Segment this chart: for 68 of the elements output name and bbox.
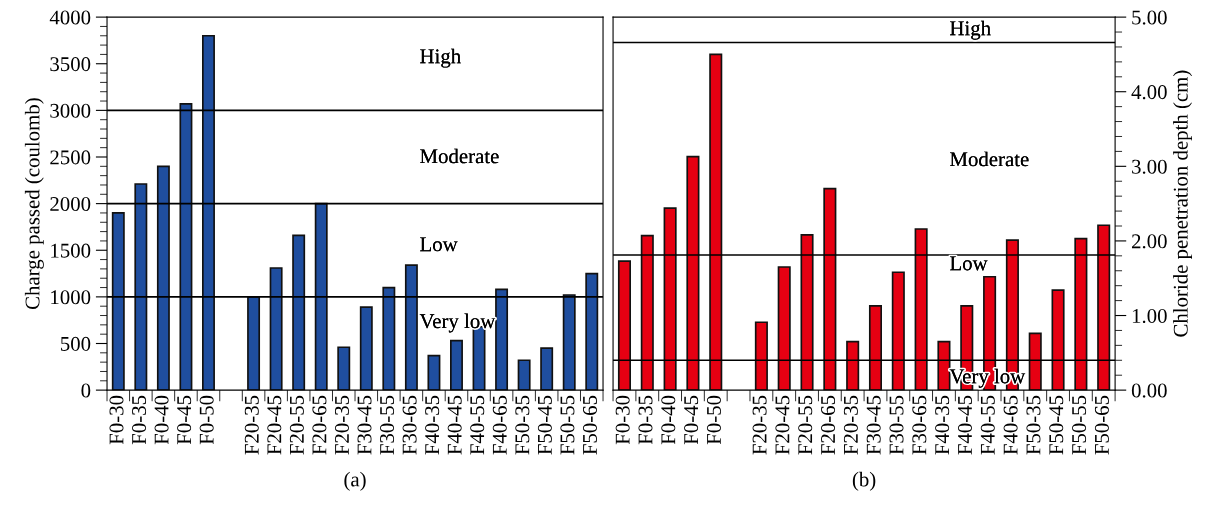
x-tick-label: F40-55: [470, 395, 485, 455]
annotation: Moderate: [420, 148, 499, 164]
y-tick-label: 4.00: [1131, 85, 1167, 100]
annotation: Low: [950, 256, 988, 271]
y-tick-label: 0: [81, 383, 91, 398]
y-tick-label: 3000: [50, 103, 91, 118]
x-tick-label: F20-35: [334, 395, 349, 455]
x-tick-label: F0-30: [615, 395, 630, 445]
annotation: High: [950, 20, 991, 40]
x-tick-label: F40-35: [425, 395, 440, 455]
x-tick-label: F30-65: [402, 395, 417, 455]
x-tick-label: F0-50: [706, 395, 721, 445]
x-tick-label: F40-65: [1003, 395, 1018, 455]
x-tick-label: F30-55: [380, 395, 395, 455]
x-tick-label: F20-65: [312, 395, 327, 455]
y-tick-label: 1.00: [1132, 308, 1167, 324]
x-tick-label: F50-65: [582, 395, 597, 455]
y-tick-label: 2000: [50, 197, 91, 212]
y-tick-label: 3500: [50, 57, 91, 72]
y-tick-label: 1000: [51, 290, 91, 305]
x-tick-label: F0-40: [661, 395, 676, 445]
x-tick-label: F30-55: [889, 395, 904, 455]
x-tick-label: F0-35: [638, 395, 653, 445]
x-tick-label: F0-40: [154, 395, 169, 445]
x-tick-label: F0-45: [177, 395, 192, 445]
x-tick-label: F50-35: [1026, 395, 1041, 455]
x-tick-label: F50-35: [515, 395, 530, 455]
x-tick-label: F50-65: [1094, 395, 1109, 455]
x-tick-label: F40-45: [957, 395, 972, 455]
x-tick-label: F50-45: [537, 395, 552, 455]
x-tick-label: F20-45: [775, 395, 790, 455]
x-tick-label: F0-50: [199, 395, 214, 445]
x-tick-label: F50-55: [1072, 395, 1087, 455]
x-tick-label: F30-45: [866, 395, 881, 455]
x-tick-label: F30-45: [357, 395, 372, 455]
y-tick-label: 2500: [50, 150, 91, 165]
x-tick-label: F20-35: [244, 395, 259, 455]
x-tick-label: F40-35: [935, 395, 950, 455]
y-tick-label: 0.00: [1131, 383, 1167, 398]
x-tick-label: F50-55: [560, 395, 575, 455]
y-tick-label: 5.00: [1132, 10, 1167, 25]
annotation: Low: [420, 237, 458, 252]
x-tick-label: F20-65: [821, 395, 836, 455]
x-tick-label: F0-35: [132, 395, 147, 445]
annotation: Very low: [419, 313, 496, 333]
annotation: High: [420, 48, 461, 68]
x-tick-label: F20-55: [289, 395, 304, 455]
y-axis-title: Chloride penetration depth (cm): [1173, 70, 1192, 337]
x-tick-label: F40-65: [492, 395, 507, 455]
x-tick-label: F20-45: [267, 395, 282, 455]
y-tick-label: 1500: [51, 243, 91, 258]
x-tick-label: F50-45: [1049, 395, 1064, 455]
x-tick-label: F30-65: [912, 395, 927, 455]
y-tick-label: 3.00: [1132, 159, 1167, 174]
x-tick-label: F40-45: [447, 395, 462, 455]
x-tick-label: F40-55: [980, 395, 995, 455]
x-tick-label: F0-45: [684, 395, 699, 445]
y-tick-label: 500: [61, 336, 91, 351]
x-axis-title: (b): [852, 471, 876, 491]
x-tick-label: F20-55: [798, 395, 813, 455]
y-axis-title: Charge passed (coulomb): [24, 98, 44, 310]
y-tick-label: 4000: [49, 10, 91, 25]
x-tick-label: F0-30: [109, 395, 124, 445]
annotation: Moderate: [950, 151, 1029, 167]
x-tick-label: F20-35: [752, 395, 767, 455]
y-tick-label: 2.00: [1131, 234, 1167, 249]
x-axis-title: (a): [344, 471, 366, 491]
x-tick-label: F20-35: [843, 395, 858, 455]
